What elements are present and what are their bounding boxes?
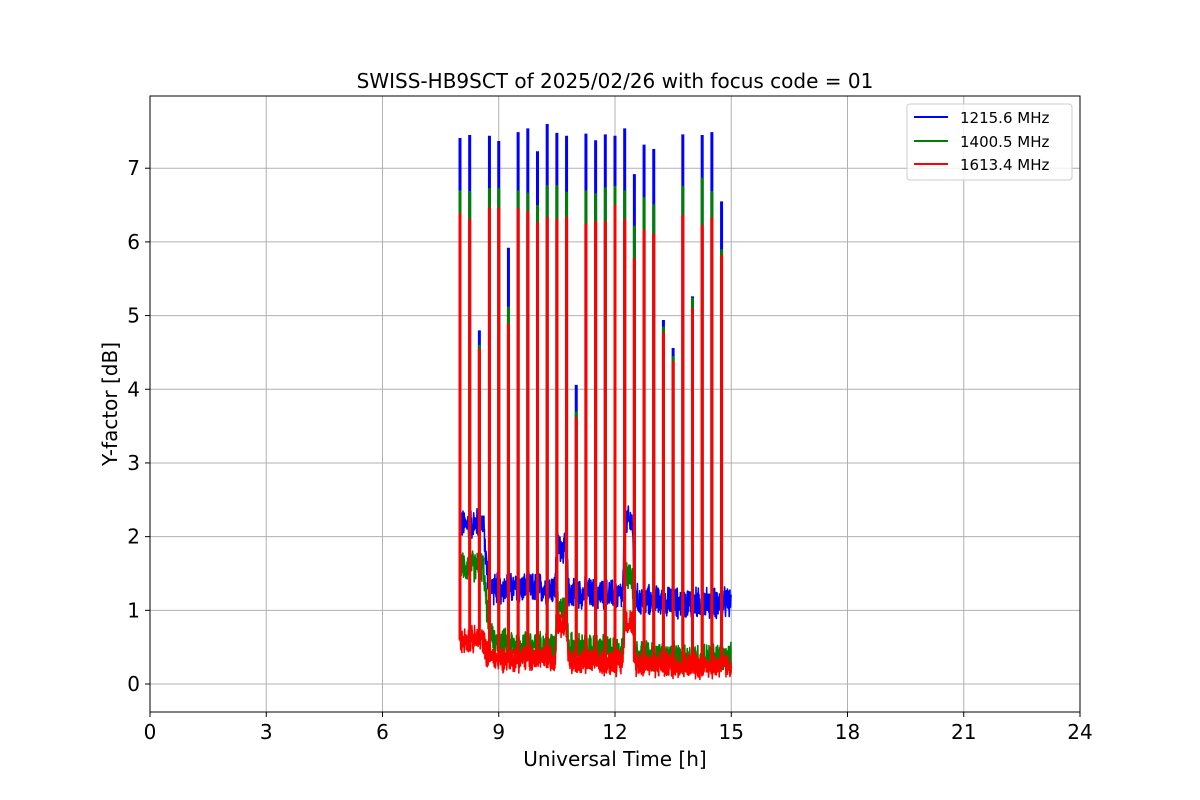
legend-label-1215: 1215.6 MHz <box>960 109 1049 127</box>
y-tick-label: 2 <box>127 525 140 549</box>
legend-label-1400: 1400.5 MHz <box>960 133 1049 151</box>
x-tick-label: 15 <box>719 720 744 744</box>
x-tick-label: 0 <box>144 720 157 744</box>
y-tick-label: 5 <box>127 304 140 328</box>
spikes-group <box>458 124 724 666</box>
x-tick-label: 21 <box>951 720 976 744</box>
y-tick-label: 0 <box>127 672 140 696</box>
y-tick-label: 1 <box>127 598 140 622</box>
x-tick-label: 24 <box>1067 720 1092 744</box>
y-tick-label: 4 <box>127 377 140 401</box>
y-tick-label: 7 <box>127 156 140 180</box>
y-tick-label: 6 <box>127 230 140 254</box>
x-tick-label: 18 <box>835 720 860 744</box>
legend-box <box>906 103 1073 181</box>
x-tick-label: 12 <box>602 720 627 744</box>
x-axis-label: Universal Time [h] <box>523 747 706 771</box>
x-axis: 0 3 6 9 12 15 18 21 24 <box>144 712 1093 744</box>
x-tick-label: 6 <box>376 720 389 744</box>
x-tick-label: 3 <box>260 720 273 744</box>
legend-label-1613: 1613.4 MHz <box>960 156 1049 174</box>
legend: 1215.6 MHz 1400.5 MHz 1613.4 MHz <box>906 103 1073 181</box>
x-tick-label: 9 <box>492 720 505 744</box>
y-tick-label: 3 <box>127 451 140 475</box>
y-axis: 0 1 2 3 4 5 6 7 <box>127 156 150 696</box>
y-axis-label: Y-factor [dB] <box>98 342 122 467</box>
chart-title: SWISS-HB9SCT of 2025/02/26 with focus co… <box>357 69 874 93</box>
